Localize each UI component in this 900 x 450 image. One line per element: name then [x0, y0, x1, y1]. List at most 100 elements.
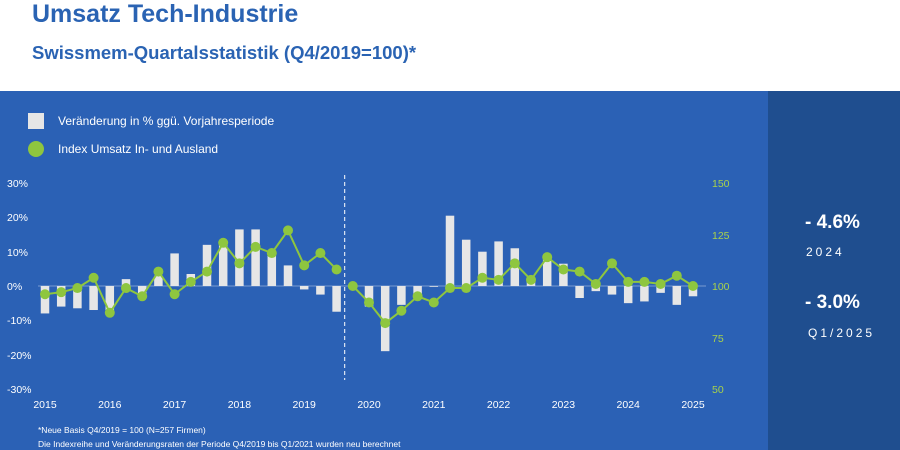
bar-pct-change — [283, 265, 293, 286]
index-point — [380, 318, 391, 329]
index-point — [88, 272, 99, 283]
bar-pct-change — [478, 251, 487, 286]
footnote-basis: *Neue Basis Q4/2019 = 100 (N=257 Firmen) — [38, 425, 206, 435]
index-point — [364, 297, 374, 308]
bar-pct-change — [364, 286, 374, 307]
bar-pct-change — [121, 279, 131, 286]
left-axis-tick-label: -20% — [7, 350, 32, 362]
left-axis-tick-label: -10% — [7, 315, 32, 327]
stat-2024-label: 2024 — [806, 245, 845, 259]
legend-item-bars: Veränderung in % ggü. Vorjahresperiode — [28, 111, 274, 131]
bar-pct-change — [494, 241, 503, 286]
bar-pct-change — [73, 286, 82, 309]
x-axis-year-label: 2020 — [357, 399, 381, 411]
x-axis-year-label: 2024 — [617, 399, 641, 411]
index-point — [655, 278, 666, 289]
bar-pct-change — [105, 286, 115, 316]
index-point — [234, 258, 245, 269]
bar-pct-change — [688, 286, 698, 297]
chart-title: Umsatz Tech-Industrie — [32, 0, 299, 28]
index-point — [56, 287, 67, 298]
left-axis-tick-label: 0% — [7, 281, 22, 293]
stat-q1-2025-value: - 3.0% — [805, 292, 860, 313]
left-axis-tick-label: -30% — [7, 384, 32, 396]
index-point — [542, 252, 553, 263]
index-point — [445, 283, 455, 294]
bar-pct-change — [251, 229, 260, 286]
summary-panel — [768, 91, 900, 450]
left-axis-tick-label: 30% — [7, 178, 28, 190]
index-point — [671, 270, 682, 281]
right-axis-tick-label: 50 — [712, 384, 724, 396]
x-axis-year-label: 2019 — [293, 399, 317, 411]
bar-pct-change — [218, 241, 228, 286]
index-point — [412, 291, 423, 302]
bar-pct-change — [89, 286, 98, 311]
bar-pct-change — [397, 286, 406, 305]
index-point — [331, 264, 342, 275]
legend-item-line: Index Umsatz In- und Ausland — [28, 139, 218, 159]
bar-pct-change — [542, 255, 552, 286]
index-point — [477, 272, 488, 283]
index-point — [299, 260, 310, 271]
legend-bar-swatch — [28, 113, 44, 129]
bar-pct-change — [656, 286, 665, 293]
index-line-segment-pre2020 — [44, 228, 338, 315]
bar-pct-change — [640, 286, 649, 302]
index-point — [283, 225, 293, 236]
index-point — [396, 305, 407, 316]
index-point — [153, 266, 164, 277]
bar-pct-change — [559, 263, 568, 286]
right-axis-tick-label: 100 — [712, 281, 730, 293]
x-axis-year-label: 2021 — [422, 399, 446, 411]
index-point — [428, 297, 439, 308]
bar-pct-change — [461, 239, 471, 286]
index-point — [688, 281, 698, 291]
index-point — [169, 289, 180, 300]
index-point — [639, 276, 650, 287]
x-axis-year-label: 2025 — [681, 399, 705, 411]
bar-pct-change — [267, 255, 277, 286]
index-point — [493, 274, 504, 285]
bar-pct-change — [170, 253, 179, 286]
bar-pct-change — [575, 286, 584, 299]
stat-q1-2025-label: Q1/2025 — [808, 326, 876, 340]
bar-pct-change — [672, 286, 682, 305]
bar-pct-change — [623, 286, 633, 304]
x-axis-year-label: 2018 — [228, 399, 252, 411]
bar-pct-change — [332, 286, 341, 312]
x-axis-year-label: 2016 — [98, 399, 122, 411]
bar-pct-change — [154, 275, 163, 286]
bar-pct-change — [445, 215, 455, 286]
x-axis-year-label: 2022 — [487, 399, 511, 411]
bar-pct-change — [299, 286, 309, 290]
index-point — [526, 274, 536, 285]
index-point — [218, 237, 229, 248]
index-point — [461, 283, 472, 294]
bar-pct-change — [137, 286, 147, 295]
index-point — [266, 248, 277, 259]
index-point — [104, 307, 115, 318]
chart-panel — [0, 91, 768, 450]
legend-line-label: Index Umsatz In- und Ausland — [58, 142, 219, 156]
bar-pct-change — [235, 229, 244, 286]
index-point — [315, 248, 326, 259]
index-point — [558, 264, 569, 275]
bar-pct-change — [202, 244, 212, 286]
bar-pct-change — [413, 286, 422, 297]
right-axis-tick-label: 150 — [712, 178, 730, 190]
bar-pct-change — [316, 286, 325, 295]
stat-2024-value: - 4.6% — [805, 212, 860, 233]
index-point — [72, 283, 83, 294]
legend-bars-label: Veränderung in % ggü. Vorjahresperiode — [58, 114, 275, 128]
footnote-recalculation: Die Indexreihe und Veränderungsraten der… — [38, 439, 401, 449]
left-axis-tick-label: 20% — [7, 212, 28, 224]
index-point — [202, 266, 212, 277]
right-axis-tick-label: 125 — [712, 230, 730, 242]
legend-dot-swatch — [28, 141, 44, 157]
index-point — [607, 258, 617, 269]
bar-pct-change — [429, 286, 439, 287]
x-axis-year-label: 2017 — [163, 399, 187, 411]
right-axis-tick-label: 75 — [712, 333, 724, 345]
